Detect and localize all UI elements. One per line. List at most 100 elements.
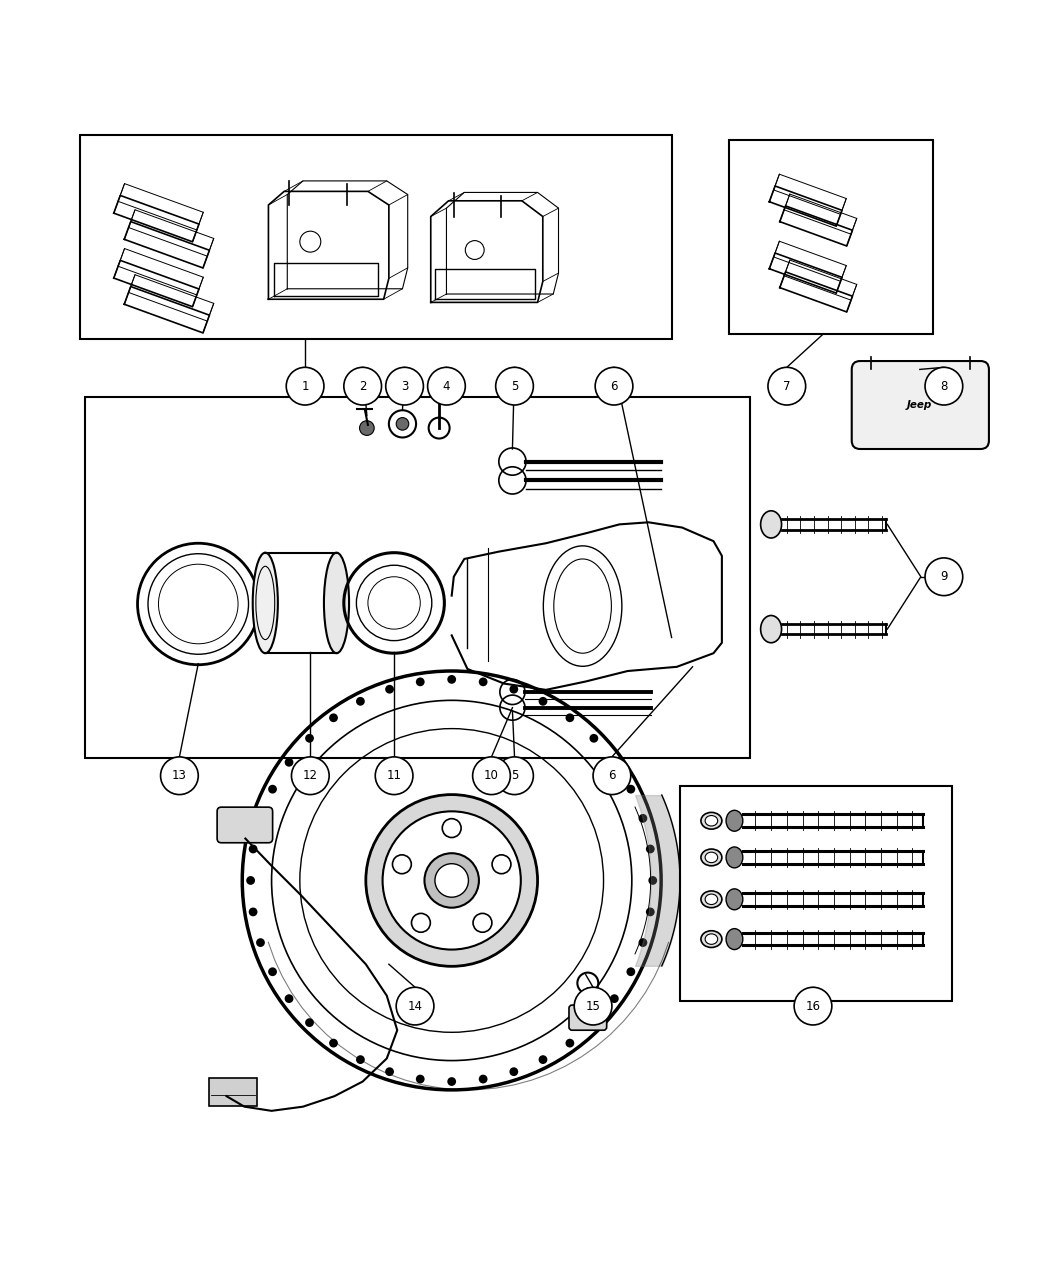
Circle shape — [768, 367, 805, 405]
Text: 5: 5 — [511, 769, 519, 783]
Ellipse shape — [701, 891, 722, 908]
Circle shape — [595, 367, 633, 405]
Circle shape — [412, 913, 430, 932]
Text: 13: 13 — [172, 769, 187, 783]
Circle shape — [343, 367, 381, 405]
Text: 9: 9 — [940, 570, 948, 583]
Circle shape — [593, 757, 631, 794]
Circle shape — [329, 1039, 338, 1048]
Ellipse shape — [760, 616, 781, 643]
Circle shape — [509, 685, 519, 694]
Circle shape — [638, 813, 647, 822]
Ellipse shape — [324, 552, 349, 653]
FancyBboxPatch shape — [852, 361, 989, 449]
Ellipse shape — [706, 894, 718, 904]
Text: 6: 6 — [610, 380, 617, 393]
Ellipse shape — [726, 847, 742, 868]
Circle shape — [566, 1039, 574, 1048]
Circle shape — [925, 367, 963, 405]
Circle shape — [474, 913, 491, 932]
Circle shape — [306, 734, 314, 742]
Circle shape — [268, 968, 277, 977]
Ellipse shape — [726, 889, 742, 910]
Text: Jeep: Jeep — [907, 400, 932, 411]
Circle shape — [375, 757, 413, 794]
Circle shape — [416, 1075, 424, 1084]
Text: 6: 6 — [608, 769, 615, 783]
Text: 3: 3 — [401, 380, 408, 393]
Circle shape — [589, 734, 598, 742]
Circle shape — [385, 1067, 394, 1076]
Circle shape — [249, 908, 257, 917]
Text: 2: 2 — [359, 380, 366, 393]
Circle shape — [566, 714, 574, 722]
Text: 12: 12 — [302, 769, 318, 783]
Circle shape — [285, 757, 293, 766]
Text: 14: 14 — [407, 1000, 422, 1012]
Circle shape — [385, 367, 423, 405]
Bar — [85, 397, 750, 757]
Circle shape — [646, 844, 655, 853]
Circle shape — [648, 876, 657, 885]
FancyBboxPatch shape — [209, 1079, 257, 1105]
Bar — [680, 787, 952, 1001]
Circle shape — [359, 421, 374, 435]
Circle shape — [161, 757, 198, 794]
Circle shape — [442, 819, 461, 838]
Text: 8: 8 — [940, 380, 947, 393]
Circle shape — [365, 794, 538, 966]
Text: 10: 10 — [484, 769, 499, 783]
Circle shape — [447, 1077, 456, 1086]
Circle shape — [472, 757, 510, 794]
Circle shape — [256, 938, 265, 947]
Circle shape — [589, 1019, 598, 1028]
Circle shape — [285, 994, 293, 1003]
Ellipse shape — [706, 933, 718, 945]
Ellipse shape — [706, 816, 718, 826]
Circle shape — [382, 811, 521, 950]
Circle shape — [427, 367, 465, 405]
Text: 16: 16 — [805, 1000, 820, 1012]
Ellipse shape — [701, 931, 722, 947]
Circle shape — [393, 854, 412, 873]
Circle shape — [306, 1019, 314, 1028]
Circle shape — [646, 908, 655, 917]
Ellipse shape — [760, 511, 781, 538]
Circle shape — [539, 697, 547, 705]
Text: 15: 15 — [586, 1000, 601, 1012]
Circle shape — [509, 1067, 519, 1076]
Circle shape — [435, 863, 468, 898]
Circle shape — [416, 677, 424, 686]
Text: 7: 7 — [783, 380, 791, 393]
Circle shape — [424, 853, 479, 908]
Ellipse shape — [701, 812, 722, 829]
Circle shape — [268, 785, 277, 793]
Circle shape — [329, 714, 338, 722]
Circle shape — [638, 938, 647, 947]
Circle shape — [794, 987, 832, 1025]
Circle shape — [496, 367, 533, 405]
Circle shape — [396, 987, 434, 1025]
Circle shape — [479, 677, 487, 686]
Ellipse shape — [706, 852, 718, 863]
Circle shape — [396, 418, 408, 430]
Bar — [729, 140, 933, 334]
Circle shape — [385, 685, 394, 694]
Ellipse shape — [253, 552, 278, 653]
Circle shape — [356, 697, 364, 705]
Circle shape — [539, 1056, 547, 1065]
Circle shape — [610, 994, 618, 1003]
Bar — [80, 135, 672, 339]
Circle shape — [627, 968, 635, 977]
Circle shape — [574, 987, 612, 1025]
Circle shape — [492, 854, 511, 873]
Text: 11: 11 — [386, 769, 401, 783]
FancyBboxPatch shape — [217, 807, 273, 843]
Circle shape — [287, 367, 324, 405]
Circle shape — [925, 558, 963, 595]
Ellipse shape — [701, 849, 722, 866]
Circle shape — [479, 1075, 487, 1084]
Circle shape — [249, 844, 257, 853]
Ellipse shape — [726, 811, 742, 831]
Ellipse shape — [726, 928, 742, 950]
